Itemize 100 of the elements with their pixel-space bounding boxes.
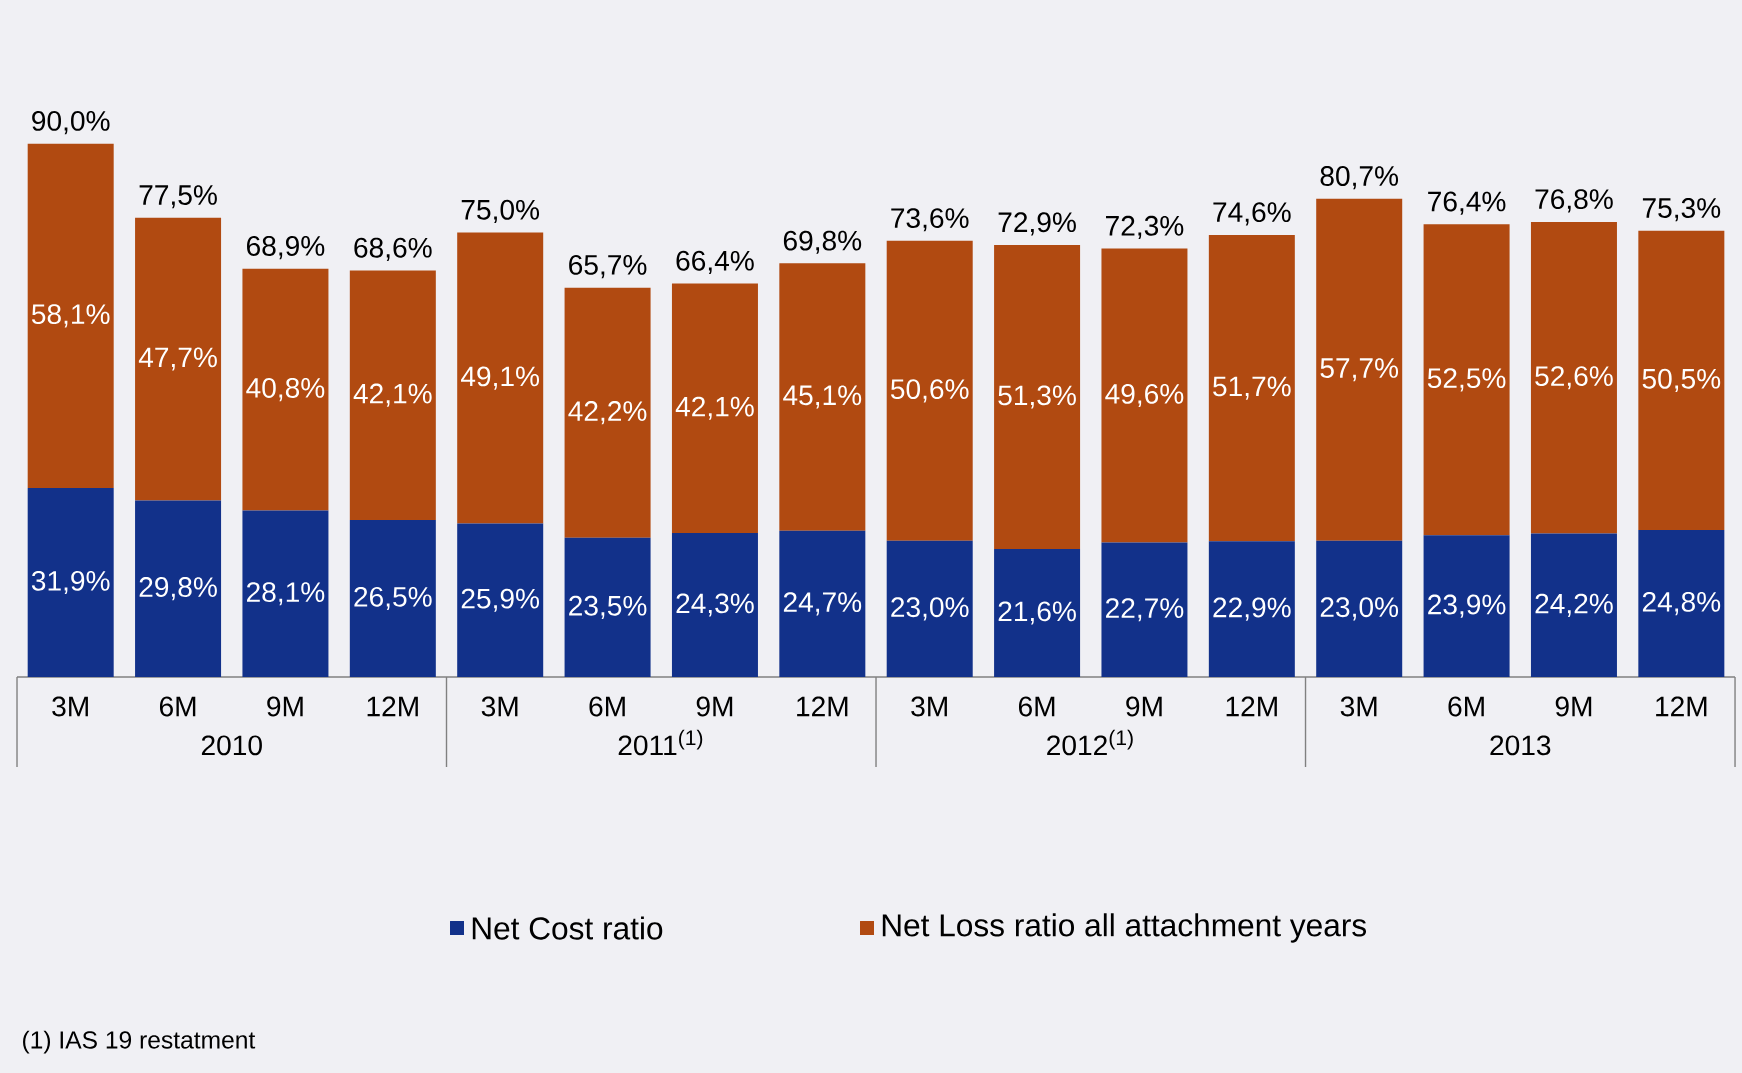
data-label: 22,9%	[1213, 597, 1291, 621]
bar	[779, 263, 866, 531]
bar	[27, 143, 114, 488]
total-label: 77,5%	[139, 185, 217, 209]
bar	[1208, 541, 1295, 678]
x-tick-label: 3M	[911, 696, 947, 717]
total-label: 68,6%	[354, 237, 432, 261]
bar	[1638, 230, 1725, 531]
data-label: 45,1%	[783, 385, 862, 409]
data-label: 40,8%	[246, 377, 325, 402]
total-label: 72,9%	[998, 212, 1076, 236]
bar	[671, 283, 758, 533]
bar	[242, 510, 329, 678]
x-tick-label: 9M	[696, 696, 733, 717]
data-label: 57,7%	[1320, 358, 1399, 382]
bar	[135, 500, 222, 678]
data-label: 22,7%	[1106, 598, 1184, 622]
text: (1) IAS 19 restatment	[23, 1030, 256, 1054]
data-label: 42,2%	[568, 401, 647, 425]
bar	[135, 217, 222, 501]
total-label: 75,0%	[461, 199, 540, 224]
data-label: 21,6%	[998, 601, 1076, 625]
total-label: 65,7%	[569, 254, 647, 279]
text: 2010	[201, 735, 262, 756]
x-tick-label: 3M	[52, 696, 88, 717]
x-tick-label: 9M	[1126, 696, 1162, 717]
data-label: 49,1%	[461, 366, 540, 390]
data-label: 23,5%	[569, 595, 647, 619]
x-tick-label: 6M	[1018, 696, 1055, 717]
x-tick-label: 3M	[481, 696, 518, 717]
data-label: 50,6%	[890, 379, 969, 403]
bar	[1208, 234, 1295, 542]
data-label: 24,2%	[1535, 593, 1613, 617]
legend-label: Net Loss ratio all attachment years	[882, 913, 1367, 943]
bar	[1101, 248, 1188, 543]
bar	[1101, 542, 1188, 678]
x-tick-label: 12M	[1656, 696, 1707, 717]
x-tick-label: 6M	[1448, 696, 1484, 717]
data-label: 24,7%	[783, 592, 862, 616]
total-label: 80,7%	[1320, 166, 1399, 190]
data-label: 29,8%	[139, 577, 217, 601]
data-label: 52,5%	[1427, 368, 1506, 392]
data-label: 31,9%	[31, 570, 110, 595]
bar	[1423, 224, 1510, 536]
data-label: 42,1%	[353, 383, 432, 407]
data-label: 26,5%	[354, 586, 432, 611]
bar	[457, 232, 544, 524]
bar	[1530, 533, 1617, 678]
total-label: 68,9%	[247, 236, 325, 260]
x-tick-label: 12M	[1226, 696, 1277, 717]
data-label: 28,1%	[247, 582, 325, 606]
total-label: 74,6%	[1213, 202, 1291, 226]
x-tick-label: 6M	[159, 696, 196, 717]
data-label: 23,0%	[1320, 597, 1399, 621]
total-label: 73,6%	[891, 208, 969, 232]
bar	[994, 549, 1081, 678]
data-label: 42,1%	[675, 396, 754, 420]
x-tick-label: 9M	[1555, 696, 1592, 717]
data-label: 51,3%	[998, 385, 1076, 409]
bar	[1316, 540, 1403, 678]
legend-label: Net Cost ratio	[472, 916, 663, 940]
bar	[349, 519, 436, 678]
total-label: 76,4%	[1428, 191, 1506, 215]
text: 2012$^{(1)}$	[1047, 729, 1133, 756]
bar	[994, 245, 1081, 550]
bar	[242, 268, 329, 511]
data-label: 23,0%	[891, 597, 969, 621]
text: 2011$^{(1)}$	[618, 729, 703, 756]
bar	[564, 537, 651, 678]
data-label: 50,5%	[1642, 368, 1721, 393]
bar	[1530, 221, 1617, 534]
bar	[349, 270, 436, 520]
data-label: 51,7%	[1213, 376, 1291, 400]
x-tick-label: 12M	[797, 696, 848, 717]
x-tick-label: 12M	[367, 696, 418, 717]
data-label: 52,6%	[1535, 366, 1613, 390]
total-label: 76,8%	[1535, 189, 1613, 213]
bar	[779, 530, 866, 678]
data-label: 24,3%	[676, 593, 754, 617]
bar	[886, 540, 973, 678]
bar	[1423, 535, 1510, 678]
bar	[1316, 198, 1403, 541]
total-label: 90,0%	[32, 110, 110, 135]
bar	[27, 487, 114, 678]
data-label: 24,8%	[1642, 591, 1721, 616]
data-label: 49,6%	[1105, 383, 1184, 408]
x-tick-label: 9M	[267, 696, 303, 717]
total-label: 72,3%	[1106, 215, 1184, 240]
total-label: 69,8%	[783, 230, 862, 254]
bar	[886, 240, 973, 541]
data-label: 23,9%	[1428, 594, 1506, 618]
bar	[1638, 530, 1725, 678]
text: 2013	[1490, 735, 1551, 756]
total-label: 75,3%	[1642, 198, 1721, 222]
data-label: 47,7%	[138, 347, 217, 371]
x-tick-label: 6M	[589, 696, 625, 717]
bar	[671, 533, 758, 678]
data-label: 58,1%	[31, 304, 110, 328]
total-label: 66,4%	[676, 250, 754, 275]
data-label: 25,9%	[461, 588, 540, 612]
